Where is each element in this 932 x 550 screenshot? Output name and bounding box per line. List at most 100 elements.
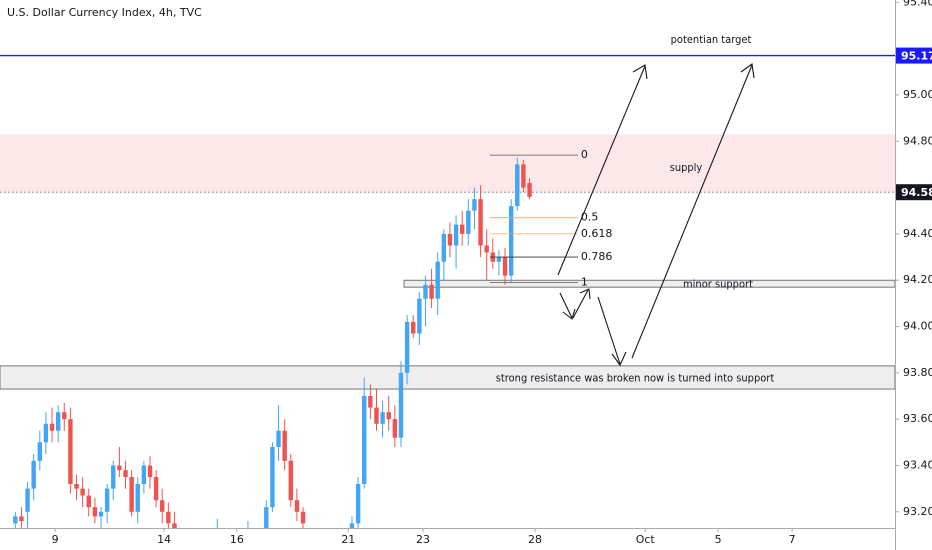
candle-body: [380, 412, 385, 424]
candle-body: [527, 182, 532, 197]
candle-body: [374, 407, 379, 424]
candle-body: [288, 460, 293, 501]
candle-body: [25, 488, 30, 512]
candle-body: [459, 224, 465, 234]
x-tick-label: 28: [528, 533, 542, 546]
candle-body: [19, 516, 24, 522]
candle-body: [435, 261, 440, 299]
y-tick-label: 94.40: [903, 227, 932, 240]
y-tick-label: 93.60: [903, 412, 932, 425]
candle-body: [80, 488, 85, 496]
candle-body: [386, 412, 391, 420]
zone-label: minor support: [683, 278, 753, 291]
candle-body: [111, 465, 116, 489]
candle-body: [129, 477, 134, 512]
candle-body: [472, 199, 477, 211]
candle-body: [300, 511, 306, 524]
candle-body: [362, 396, 367, 484]
candle-body: [98, 511, 104, 517]
x-tick-label: 9: [52, 533, 59, 546]
candle-body: [423, 284, 428, 299]
candle-body: [62, 412, 67, 420]
candle-body: [74, 484, 79, 489]
candle-body: [282, 430, 287, 461]
candle-body: [447, 233, 453, 246]
candle-body: [43, 423, 49, 443]
candle-body: [153, 477, 159, 501]
candle-body: [404, 321, 410, 373]
candle-body: [521, 164, 526, 188]
price-tag: [896, 47, 932, 64]
candle-body: [515, 164, 520, 207]
annotation: potentian target: [671, 33, 752, 46]
y-tick-label: 94.20: [903, 273, 932, 286]
y-tick-label: 93.40: [903, 458, 932, 471]
candle-body: [429, 284, 434, 299]
fib-label: 0.786: [581, 250, 613, 263]
candle-body: [355, 484, 361, 524]
fib-label: 0: [581, 148, 588, 161]
candle-body: [49, 423, 55, 431]
y-tick-label: 95.00: [903, 88, 932, 101]
price-tag: [896, 184, 932, 201]
x-tick-label: Oct: [636, 533, 656, 546]
x-tick-label: 16: [230, 533, 244, 546]
candle-body: [160, 500, 165, 512]
candle-body: [135, 484, 140, 512]
candle-body: [466, 210, 471, 234]
zone-label: supply: [670, 161, 703, 174]
candle-body: [147, 465, 153, 478]
candle-body: [68, 419, 73, 484]
candle-body: [86, 495, 91, 508]
candle-body: [55, 412, 61, 431]
candle-body: [276, 430, 281, 447]
zone: [0, 365, 895, 390]
candle-body: [92, 507, 98, 517]
candle-body: [117, 465, 122, 471]
candle-body: [166, 511, 171, 524]
candle-body: [172, 523, 177, 528]
candle-body: [37, 442, 42, 461]
y-tick-label: 95.40: [903, 0, 932, 8]
fib-label: 0.5: [581, 211, 599, 224]
y-tick-label: 94.80: [903, 134, 932, 147]
x-tick-label: 23: [416, 533, 430, 546]
candle-body: [294, 500, 300, 512]
candle-body: [496, 257, 502, 262]
candle-body: [123, 470, 128, 478]
x-tick-label: 21: [341, 533, 355, 546]
zone-label: strong resistance was broken now is turn…: [496, 371, 775, 384]
y-tick-label: 94.00: [903, 320, 932, 333]
candle-body: [264, 507, 269, 528]
candle-body: [31, 460, 36, 489]
arrows: [557, 63, 755, 367]
zone: [403, 279, 895, 288]
price-tag-label: 95.17: [901, 50, 932, 63]
x-tick-label: 7: [789, 533, 796, 546]
candle-body: [270, 446, 275, 508]
candle-body: [453, 224, 459, 246]
candle-body: [508, 206, 514, 276]
y-tick-label: 93.80: [903, 366, 932, 379]
candle-body: [392, 419, 398, 438]
candle-body: [417, 298, 422, 334]
fib-label: 0.618: [581, 227, 613, 240]
x-tick-label: 5: [715, 533, 722, 546]
candle-body: [502, 257, 508, 276]
candle-body: [441, 233, 447, 262]
candle-body: [349, 523, 355, 528]
zone: [0, 134, 895, 193]
candle-body: [141, 465, 147, 484]
y-tick-label: 93.20: [903, 505, 932, 518]
candle-body: [411, 321, 416, 334]
candle-body: [478, 199, 483, 246]
x-tick-label: 14: [157, 533, 171, 546]
price-tag-label: 94.58: [901, 186, 932, 199]
candle-body: [484, 245, 489, 253]
candle-body: [368, 396, 373, 408]
candle-body: [13, 516, 18, 524]
chart-title: U.S. Dollar Currency Index, 4h, TVC: [7, 6, 202, 19]
fib-label: 1: [581, 276, 588, 289]
